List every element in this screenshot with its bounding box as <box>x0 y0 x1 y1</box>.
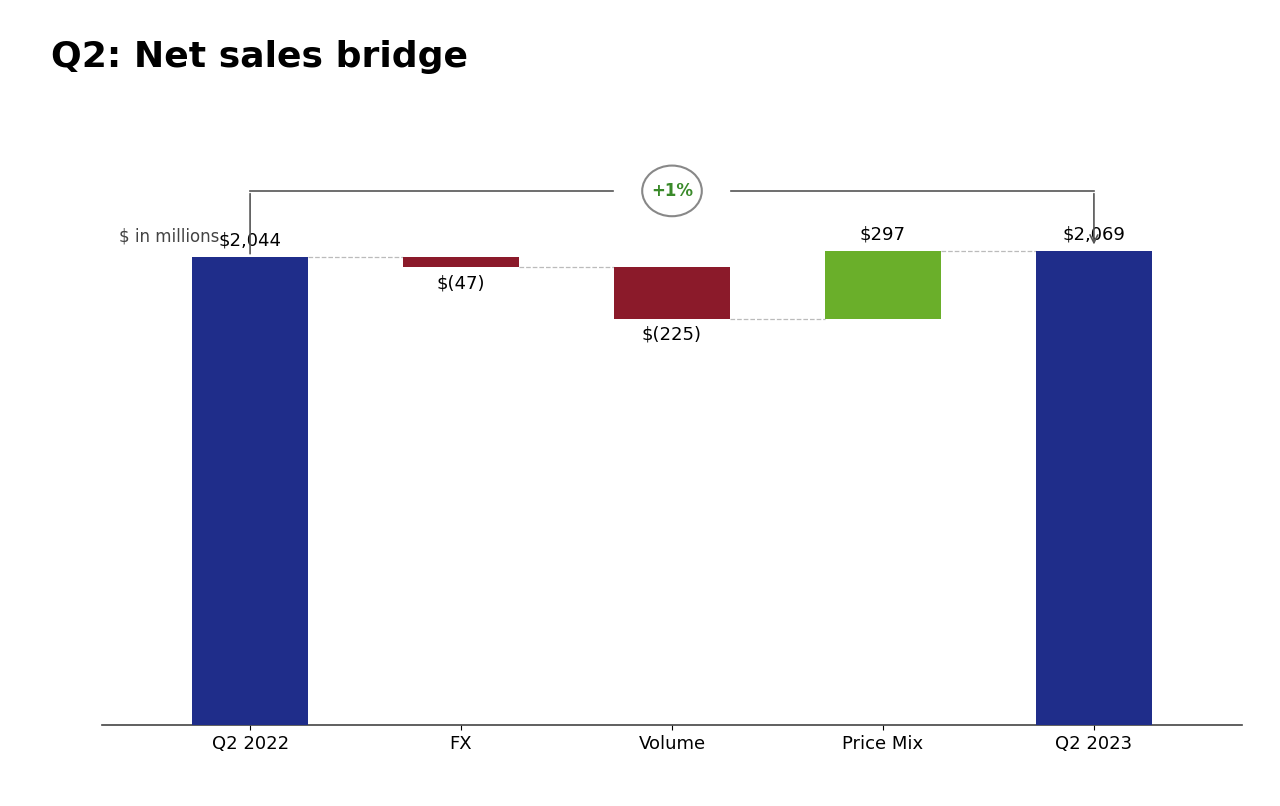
Bar <box>192 256 308 725</box>
Text: $(47): $(47) <box>436 274 485 292</box>
Text: $297: $297 <box>860 226 906 244</box>
Text: $2,069: $2,069 <box>1062 226 1125 244</box>
Bar <box>403 256 520 268</box>
Text: $(225): $(225) <box>643 326 701 344</box>
Bar <box>1036 251 1152 725</box>
Text: +1%: +1% <box>652 182 692 200</box>
Bar <box>824 251 941 319</box>
Ellipse shape <box>643 165 701 216</box>
Bar <box>614 268 730 319</box>
Text: Q2: Net sales bridge: Q2: Net sales bridge <box>51 40 468 74</box>
Text: $2,044: $2,044 <box>219 231 282 250</box>
Text: $ in millions: $ in millions <box>119 227 220 245</box>
